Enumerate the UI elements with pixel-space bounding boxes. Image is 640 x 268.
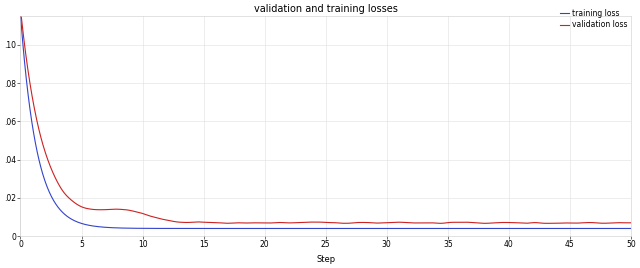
training loss (298, 227, 305, 230)
training loss (609, 227, 617, 230)
Line: training loss: training loss (20, 16, 631, 228)
training loss (497, 227, 505, 230)
training loss (17, 15, 24, 18)
validation loss (314, 221, 321, 224)
validation loss (610, 221, 618, 225)
validation loss (17, 15, 24, 18)
validation loss (609, 221, 617, 225)
training loss (627, 227, 635, 230)
training loss (609, 227, 617, 230)
training loss (625, 227, 633, 230)
training loss (314, 227, 321, 230)
Legend: training loss, validation loss: training loss, validation loss (560, 9, 627, 29)
Title: validation and training losses: validation and training losses (254, 4, 397, 14)
validation loss (298, 221, 305, 224)
validation loss (497, 221, 505, 224)
training loss (48, 195, 56, 199)
validation loss (550, 222, 558, 225)
validation loss (48, 168, 56, 171)
X-axis label: Step: Step (316, 255, 335, 264)
validation loss (627, 221, 635, 224)
Line: validation loss: validation loss (20, 16, 631, 223)
